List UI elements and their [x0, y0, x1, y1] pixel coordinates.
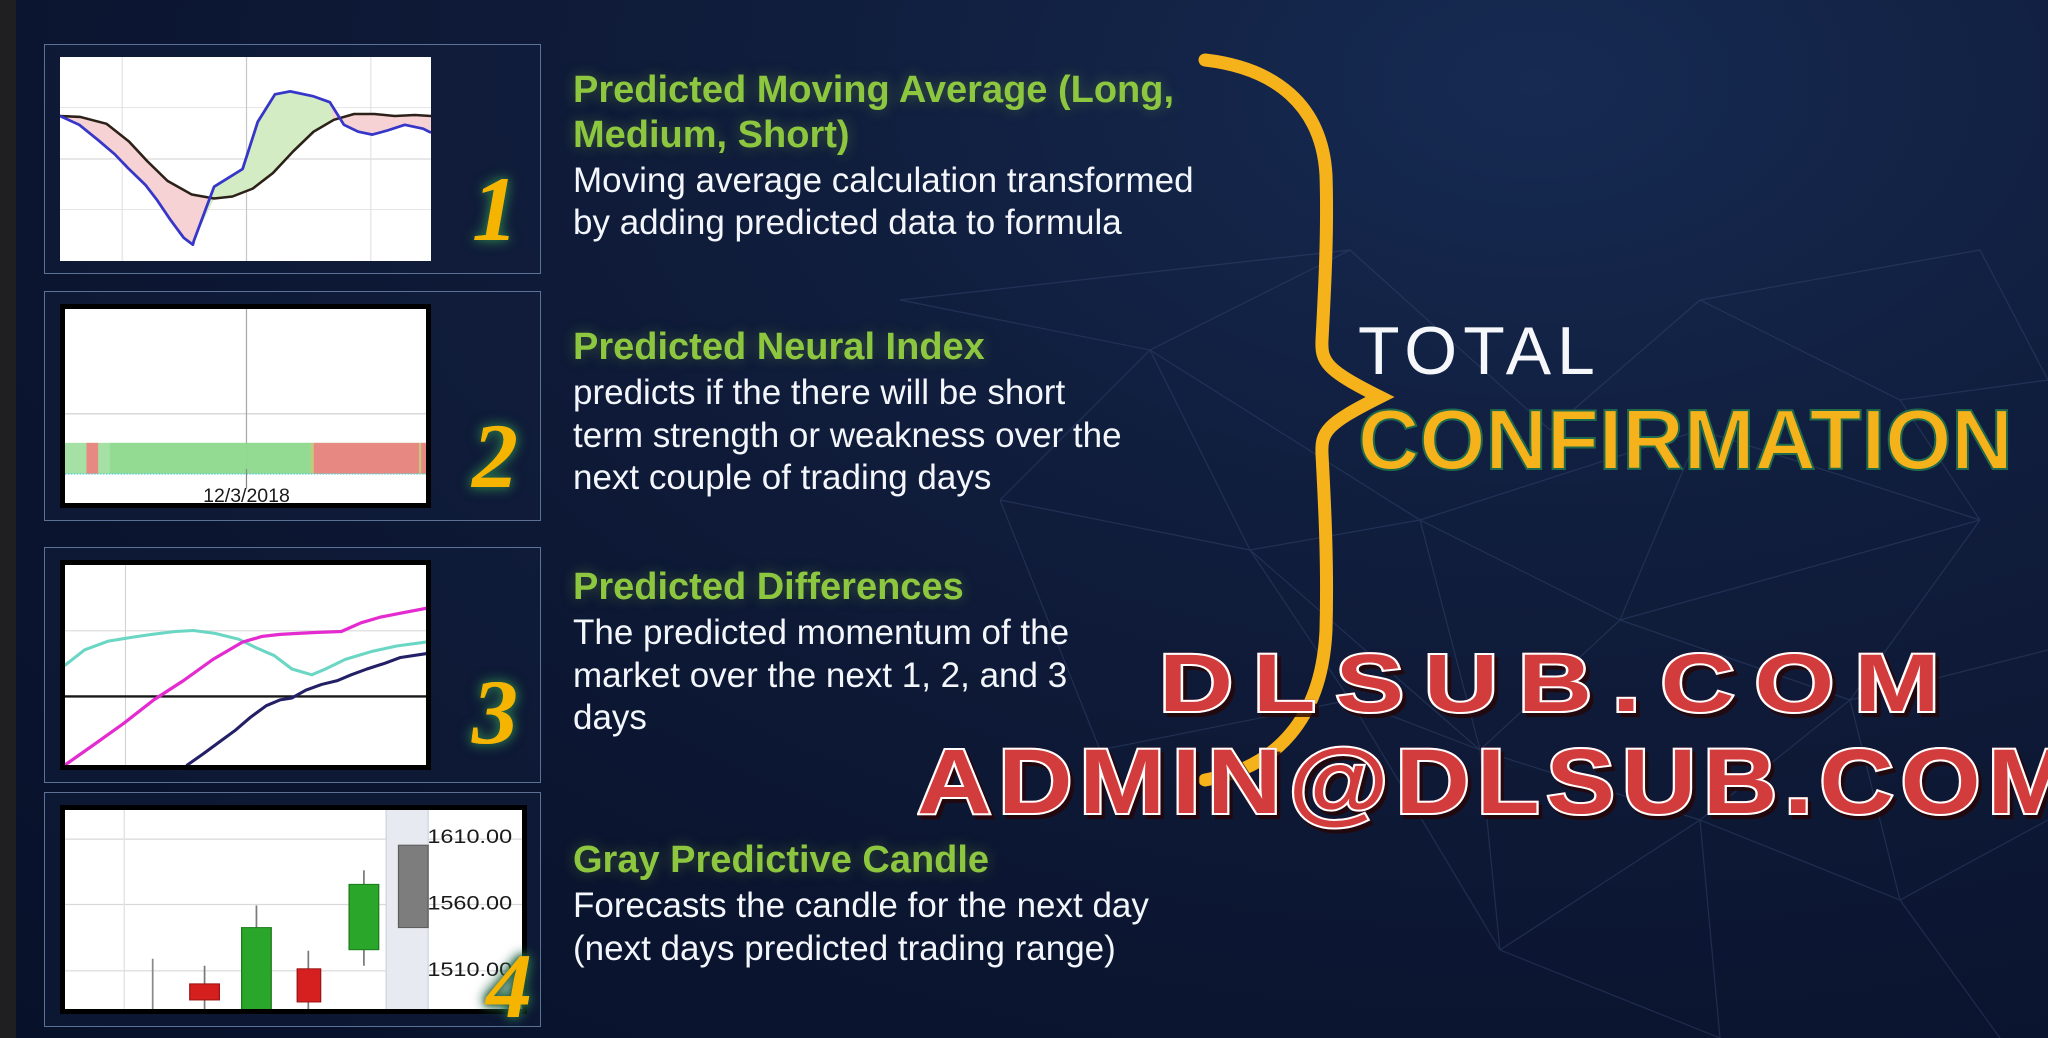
svg-text:1610.00: 1610.00 — [427, 826, 512, 847]
svg-text:12/3/2018: 12/3/2018 — [203, 485, 290, 503]
svg-text:1560.00: 1560.00 — [427, 893, 512, 914]
